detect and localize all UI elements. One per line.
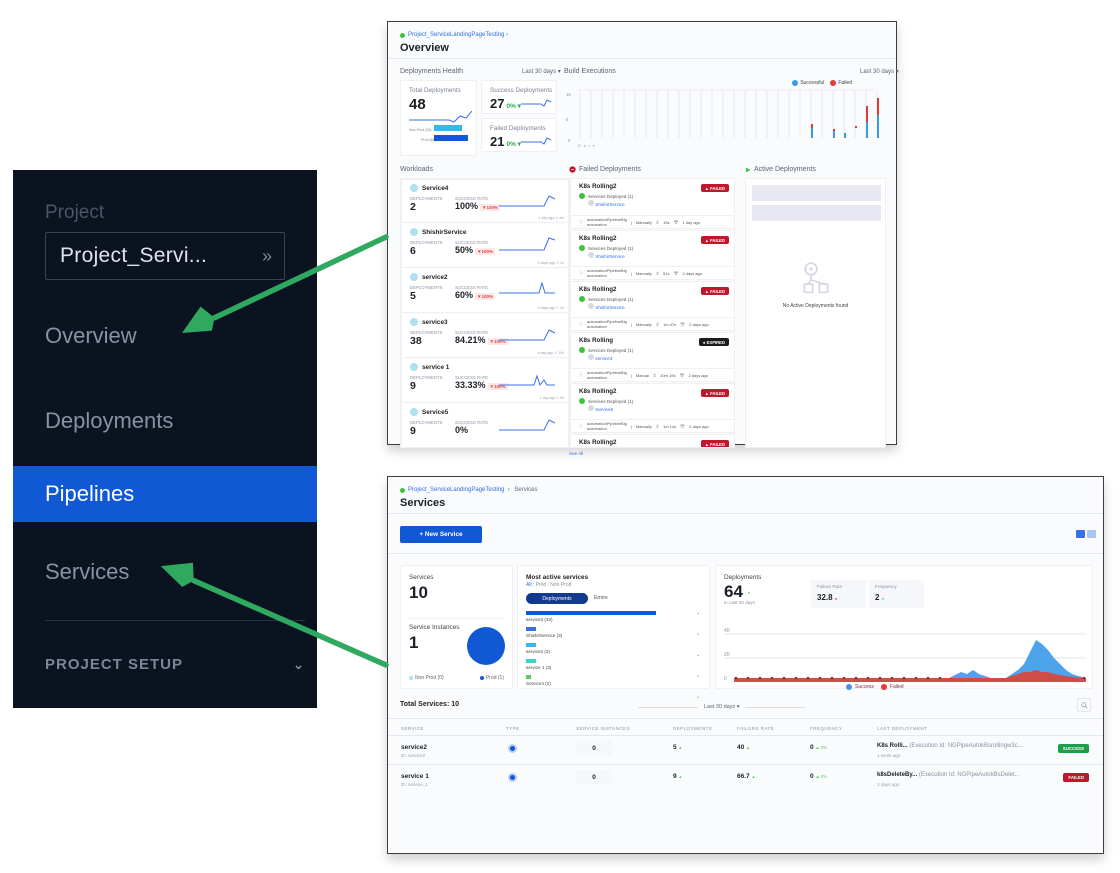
svg-text:5: 5 [566, 117, 569, 122]
svg-text:15: 15 [566, 92, 571, 97]
svg-text:20: 20 [724, 652, 730, 658]
svg-text:40: 40 [724, 628, 730, 634]
svg-text:0: 0 [724, 676, 727, 682]
svg-text:0: 0 [568, 138, 571, 143]
